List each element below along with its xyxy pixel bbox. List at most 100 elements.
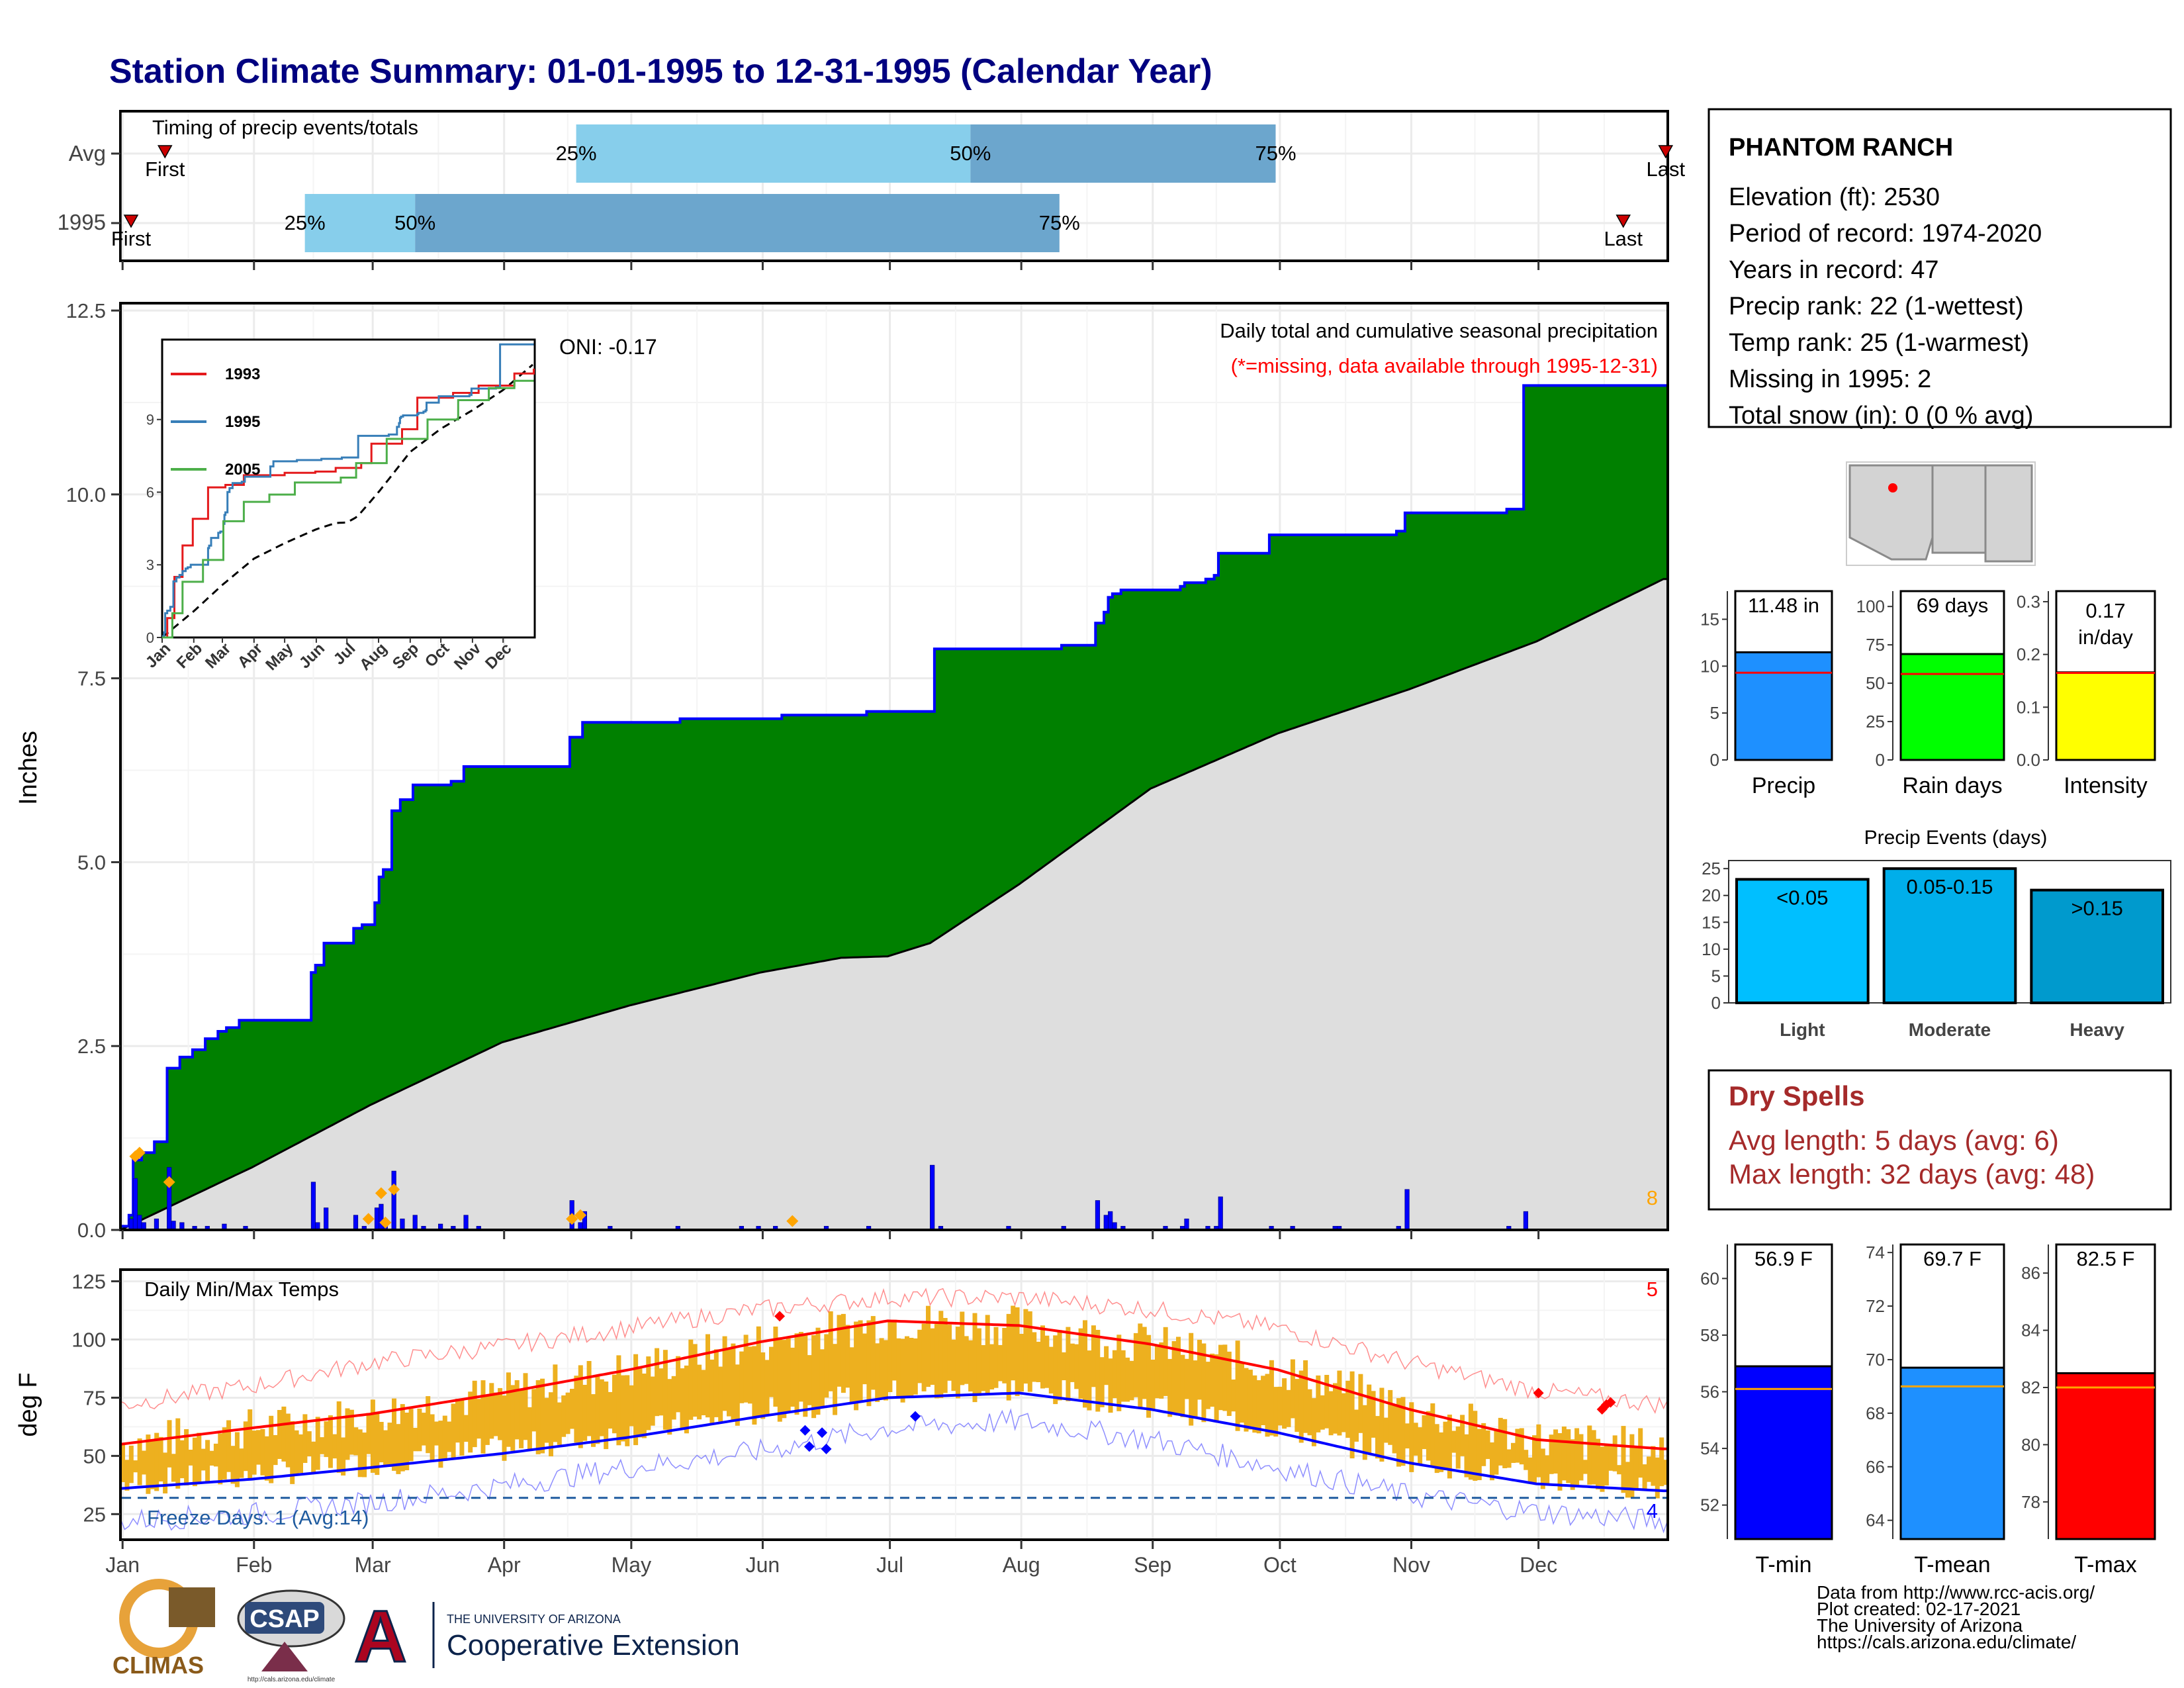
daily-temp-range-bar (1256, 1380, 1261, 1434)
station-info-frame (1707, 108, 2172, 428)
daily-temp-range-bar (480, 1380, 486, 1454)
daily-temp-range-bar (519, 1389, 524, 1448)
daily-temp-range-bar (353, 1427, 359, 1456)
daily-precip-bar (930, 1164, 935, 1231)
daily-temp-range-bar (1273, 1387, 1279, 1437)
daily-temp-range-bar (1388, 1389, 1393, 1445)
daily-precip-bar (1184, 1218, 1189, 1231)
month-axis-label: Aug (1003, 1553, 1040, 1577)
daily-temp-range-bar (926, 1305, 931, 1387)
daily-temp-range-bar (413, 1428, 418, 1452)
daily-precip-bar (137, 1215, 142, 1231)
daily-temp-range-bar (565, 1392, 570, 1434)
daily-temp-range-bar (942, 1318, 948, 1393)
daily-temp-range-bar (184, 1429, 189, 1485)
timing-label-50: 50% (394, 211, 435, 234)
daily-temp-range-bar (735, 1364, 740, 1426)
normal-tmin-line (120, 1391, 1668, 1493)
temp-y-tick-label: 75 (83, 1386, 106, 1409)
daily-temp-range-bar (1074, 1344, 1079, 1389)
daily-temp-range-bar (128, 1445, 134, 1483)
summary-bar-1-tick-label: 25 (1866, 712, 1885, 731)
timing-label-25: 25% (285, 211, 326, 234)
daily-temp-range-bar (1214, 1354, 1219, 1423)
daily-temp-range-bar (502, 1395, 507, 1461)
daily-temp-range-bar (1481, 1423, 1486, 1466)
daily-temp-range-bar (676, 1356, 681, 1413)
daily-temp-range-bar (311, 1441, 316, 1473)
month-axis-label: Feb (236, 1553, 272, 1577)
precip-events-tick-label: 20 (1702, 886, 1721, 906)
daily-precip-bar (379, 1203, 384, 1231)
daily-temp-range-bar (718, 1366, 723, 1422)
daily-temp-range-bar (447, 1421, 452, 1452)
precip-events-bar (2030, 888, 2164, 1005)
daily-temp-range-bar (1282, 1378, 1287, 1429)
daily-temp-range-bar (1201, 1343, 1206, 1423)
station-name: PHANTOM RANCH (1729, 134, 1953, 162)
daily-temp-range-bar (790, 1347, 796, 1407)
daily-temp-range-bar (1324, 1375, 1330, 1429)
record-low-marker (910, 1411, 921, 1422)
daily-temp-range-bar (1367, 1384, 1372, 1455)
daily-temp-range-bar (163, 1452, 168, 1494)
daily-temp-range-bar (620, 1375, 625, 1442)
daily-temp-range-bar (1464, 1434, 1469, 1477)
daily-temp-range-bar (616, 1355, 621, 1446)
daily-temp-range-bar (256, 1430, 261, 1465)
daily-temp-range-bar (1099, 1357, 1105, 1407)
timing-label-75: 75% (1039, 211, 1080, 234)
precip-y-tick-label: 7.5 (77, 667, 106, 690)
daily-temp-range-bar (1553, 1429, 1559, 1474)
daily-temp-range-bar (786, 1338, 791, 1413)
precip-events-title: Precip Events (days) (1864, 827, 2048, 849)
temp-bar-0-value-bar (1734, 1365, 1833, 1540)
daily-temp-range-bar (985, 1315, 990, 1395)
daily-temp-range-bar (1418, 1427, 1423, 1465)
daily-temp-range-bar (442, 1415, 447, 1461)
temp-bar-0-category-label: T-min (1756, 1552, 1812, 1577)
csap-logo: CSAP http://cals.arizona.edu/climate (237, 1589, 345, 1683)
daily-temp-range-bar (891, 1319, 897, 1381)
csap-logo-text: CSAP (250, 1605, 320, 1633)
daily-temp-range-bar (896, 1338, 901, 1397)
timing-bar-second-quartile (970, 124, 1276, 183)
daily-temp-range-bar (459, 1398, 465, 1456)
inset-normal-line (161, 363, 533, 639)
first-event-marker (123, 214, 139, 228)
timing-row-label-year: 1995 (58, 210, 106, 234)
daily-temp-range-bar (417, 1408, 422, 1452)
daily-temp-range-bar (1193, 1360, 1198, 1418)
daily-temp-range-bar (222, 1427, 227, 1479)
daily-temp-range-bar (1197, 1339, 1202, 1400)
daily-temp-range-bar (1502, 1419, 1508, 1468)
snow-event-marker (375, 1187, 387, 1199)
snow-event-marker (163, 1176, 175, 1188)
daily-temp-range-bar (1625, 1462, 1630, 1498)
daily-temp-range-bar (302, 1414, 308, 1463)
daily-temp-range-bar (375, 1413, 380, 1476)
temp-bar-0: 52 54 56 58 60 56.9 F T-min (1700, 1243, 1833, 1577)
station-line-missing: Missing in 1995: 2 (1729, 365, 1931, 393)
daily-temp-range-bar (463, 1415, 469, 1442)
daily-temp-range-bar (798, 1332, 803, 1402)
daily-temp-range-bar (426, 1396, 431, 1454)
daily-temp-range-bar (625, 1375, 630, 1446)
station-line-temp-rank: Temp rank: 25 (1-warmest) (1729, 329, 2029, 357)
daily-precip-bar (353, 1215, 359, 1231)
temp-bar-charts: 52 54 56 58 60 56.9 F T-min 64 66 68 70 72 74 69.7 F T… (1700, 1243, 2156, 1577)
daily-precip-bar (154, 1218, 159, 1231)
daily-temp-range-bar (997, 1344, 1003, 1382)
temp-bar-1-tick-label: 64 (1866, 1511, 1885, 1530)
daily-temp-range-bar (370, 1399, 375, 1473)
daily-temp-range-bar (1574, 1428, 1580, 1487)
daily-precip-bar (1108, 1211, 1113, 1231)
daily-temp-range-bar (239, 1448, 244, 1478)
daily-temp-range-bar (782, 1340, 787, 1419)
daily-precip-bar (310, 1182, 316, 1231)
daily-temp-range-bar (921, 1323, 927, 1391)
daily-temp-range-bar (1154, 1344, 1160, 1399)
daily-temp-range-bar (1490, 1442, 1494, 1481)
precip-y-tick-label: 12.5 (66, 299, 106, 322)
daily-precip-bar (412, 1215, 418, 1231)
